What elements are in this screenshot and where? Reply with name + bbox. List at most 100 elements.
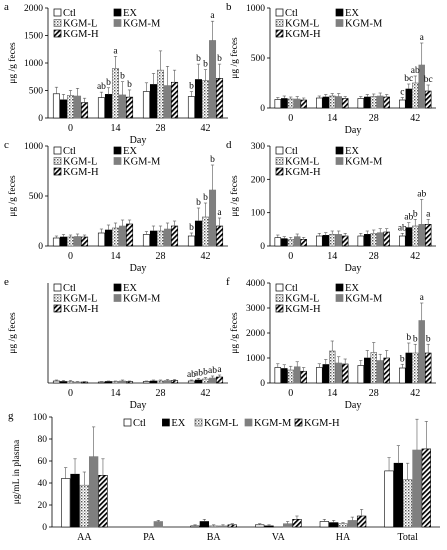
bar-ctl (274, 367, 282, 384)
bar-kgm-l (156, 230, 165, 247)
legend-swatch (53, 304, 62, 313)
x-axis-label: Day (345, 263, 362, 274)
legend-swatch (275, 283, 284, 292)
bar-kgm-l (370, 233, 377, 247)
legend: Ctl EX KGM-L KGM-M KGM-H (53, 283, 161, 315)
bar-kgm-h (81, 381, 89, 384)
legend-label: KGM-M (345, 294, 383, 305)
bar-ctl (187, 96, 195, 119)
bar-kgm-m (164, 228, 172, 247)
bar-ctl (142, 381, 150, 384)
significance-letter: a (217, 208, 222, 218)
significance-letter: ab (404, 213, 413, 223)
bar-kgm-l (201, 80, 210, 119)
bar-kgm-l (370, 96, 377, 109)
significance-letter: a (113, 46, 118, 56)
significance-letter: b (196, 198, 201, 208)
legend-label: EX (123, 146, 137, 157)
bar-kgm-l (287, 98, 294, 109)
x-tick-label: 0 (68, 251, 73, 262)
bar-ex (405, 88, 413, 109)
x-tick-label: 28 (156, 388, 166, 399)
y-axis-label: μg /g feces (229, 312, 240, 354)
bar-kgm-l (156, 69, 165, 119)
bar-kgm-m (376, 360, 384, 384)
legend-swatch (53, 146, 62, 155)
bar-kgm-l (329, 350, 336, 384)
bar-ctl (142, 234, 150, 247)
bar-ctl (384, 470, 394, 528)
significance-letter: a (217, 365, 222, 375)
legend-swatch (53, 29, 62, 38)
legend-label: EX (123, 8, 137, 19)
bar-kgm-l (66, 236, 75, 247)
bar-kgm-m (293, 236, 301, 247)
x-axis-label: Day (345, 125, 362, 136)
x-tick-label: 14 (111, 251, 121, 262)
y-tick-label: 1000 (24, 59, 43, 69)
significance-letter: b (217, 54, 222, 64)
legend-label: KGM-M (123, 19, 161, 30)
significance-letter: ab (194, 369, 203, 379)
panel-label: c (4, 139, 9, 151)
legend-label: Ctl (133, 418, 146, 429)
bar-ex (322, 364, 330, 384)
legend-label: KGM-M (345, 19, 383, 30)
bar-kgm-l (287, 369, 294, 384)
bar-kgm-m (119, 225, 127, 247)
bar-kgm-l (412, 352, 419, 384)
bar-kgm-l (111, 227, 120, 247)
legend-swatch (294, 418, 303, 427)
x-tick-label: 0 (68, 388, 73, 399)
legend-label: EX (345, 283, 359, 294)
significance-letter: b (406, 333, 411, 343)
significance-letter: ab (187, 370, 196, 380)
y-tick-label: 0 (260, 104, 265, 114)
y-axis-label: μg /g feces (7, 175, 18, 217)
legend-swatch (335, 8, 344, 17)
x-tick-label: 0 (288, 388, 293, 399)
bar-ex (329, 522, 339, 528)
significance-letter: b (189, 223, 194, 233)
bar-kgm-h (126, 96, 134, 119)
bar-kgm-m (209, 189, 217, 247)
x-tick-label: PA (143, 532, 156, 543)
bar-ex (59, 236, 67, 247)
bar-ctl (97, 381, 105, 384)
significance-letter: a (420, 33, 425, 43)
y-tick-label: 2000 (24, 4, 43, 14)
legend-label: KGM-H (63, 167, 99, 178)
bar-ex (281, 98, 288, 109)
bar-kgm-h (341, 363, 349, 384)
bar-kgm-h (216, 225, 224, 247)
y-tick-label: 20 (38, 501, 48, 511)
legend: Ctl EX KGM-L KGM-M KGM-H (53, 8, 161, 40)
legend-swatch (113, 283, 122, 292)
legend-label: KGM-H (285, 29, 321, 40)
x-tick-label: 42 (410, 113, 420, 124)
legend-swatch (275, 146, 284, 155)
legend-label: Ctl (285, 283, 298, 294)
bar-kgm-m (376, 95, 384, 109)
bar-ex (149, 380, 157, 384)
y-tick-label: 100 (33, 413, 48, 423)
bar-ctl (190, 525, 200, 528)
significance-letter: b (196, 54, 201, 64)
bar-kgm-l (66, 381, 75, 384)
y-tick-label: 0 (38, 242, 43, 252)
bar-kgm-l (111, 381, 120, 384)
legend-swatch (275, 294, 284, 302)
significance-letter: b (426, 334, 431, 344)
legend-swatch (335, 157, 344, 165)
bar-kgm-h (424, 224, 432, 247)
bar-ex (322, 96, 330, 109)
y-tick-label: 80 (38, 435, 48, 445)
bar-ex (104, 229, 112, 247)
legend-swatch (194, 418, 203, 427)
bar-ex (281, 238, 288, 247)
legend-swatch (275, 157, 284, 165)
bar-kgm-m (418, 320, 425, 384)
